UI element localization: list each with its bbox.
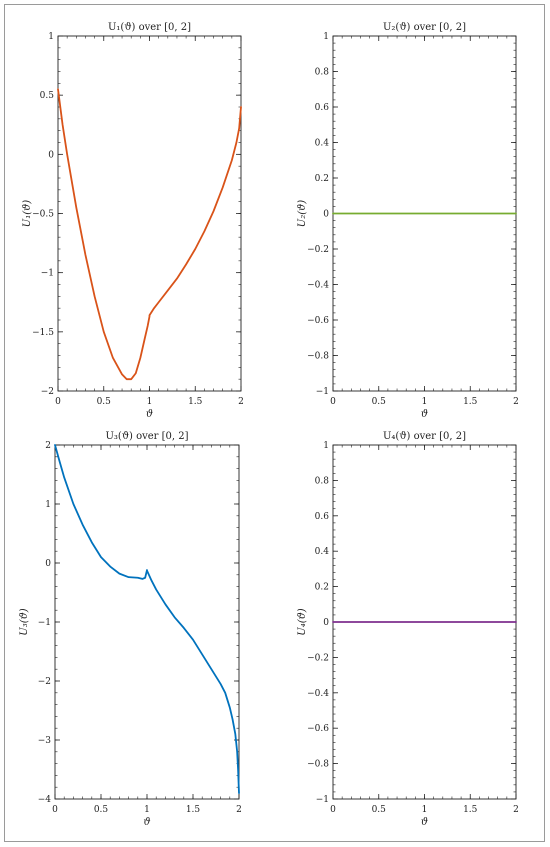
x-tick-label: 0.5 bbox=[94, 805, 109, 815]
x-axis-label: ϑ bbox=[421, 817, 428, 828]
x-tick-label: 0 bbox=[55, 397, 61, 407]
y-tick-label: −0.6 bbox=[307, 724, 329, 734]
y-tick-label: 2 bbox=[45, 441, 51, 451]
y-tick-label: −2 bbox=[41, 387, 54, 397]
x-tick-label: 0 bbox=[330, 397, 336, 407]
y-tick-label: −0.8 bbox=[307, 760, 329, 770]
y-axis-label: U₄(ϑ) bbox=[297, 608, 308, 635]
chart-panel-4: 0 0.5 1 1.5 2 −1 −0.8 −0.6 −0.4 −0.2 0 0.2 0.4 0.6 0.8… bbox=[297, 431, 519, 828]
series-line bbox=[54, 444, 240, 794]
chart-panel-3: 0 0.5 1 1.5 2 −4 −3 −2 −1 0 1 2 U₃(ϑ) over [0, 2] ϑ U₃… bbox=[19, 431, 242, 828]
x-tick-label: 1 bbox=[147, 397, 153, 407]
y-tick-label: −3 bbox=[38, 736, 52, 746]
x-tick-label: 2 bbox=[236, 805, 242, 815]
y-tick-label: −1 bbox=[316, 795, 329, 805]
x-axis-label: ϑ bbox=[143, 817, 150, 828]
x-tick-label: 2 bbox=[513, 397, 519, 407]
y-tick-label: −2 bbox=[38, 677, 51, 687]
x-tick-label: 1 bbox=[422, 805, 428, 815]
x-tick-label: 0.5 bbox=[97, 397, 112, 407]
y-tick-label: 1 bbox=[48, 32, 54, 42]
y-tick-label: 1 bbox=[323, 441, 329, 451]
chart-title: U₃(ϑ) over [0, 2] bbox=[106, 431, 189, 442]
plot-frame bbox=[57, 35, 242, 392]
y-tick-label: −1 bbox=[316, 387, 329, 397]
x-tick-label: 2 bbox=[238, 397, 244, 407]
y-tick-label: 0 bbox=[45, 559, 51, 569]
plot-frame bbox=[54, 444, 240, 800]
y-axis-label: U₁(ϑ) bbox=[22, 200, 33, 227]
y-tick-label: 0.2 bbox=[315, 174, 329, 184]
y-tick-label: −0.2 bbox=[307, 653, 329, 663]
y-tick-label: 0.8 bbox=[315, 68, 330, 78]
y-tick-label: −0.2 bbox=[307, 245, 329, 255]
x-tick-label: 0 bbox=[330, 805, 336, 815]
y-tick-label: 0 bbox=[323, 210, 329, 220]
y-tick-label: 0.4 bbox=[315, 139, 330, 149]
y-tick-label: 0.6 bbox=[315, 512, 330, 522]
y-tick-label: −0.4 bbox=[307, 689, 329, 699]
y-tick-label: −1.5 bbox=[32, 328, 54, 338]
y-tick-label: 0.8 bbox=[315, 476, 330, 486]
y-tick-label: −1 bbox=[38, 618, 51, 628]
x-tick-label: 1 bbox=[144, 805, 150, 815]
x-tick-label: 1.5 bbox=[463, 805, 478, 815]
y-tick-label: 0.2 bbox=[315, 583, 329, 593]
chart-panel-2: 0 0.5 1 1.5 2 −1 −0.8 −0.6 −0.4 −0.2 0 0.2 0.4 0.6 0.8… bbox=[297, 22, 519, 420]
y-tick-label: −0.4 bbox=[307, 281, 329, 291]
y-tick-label: −0.6 bbox=[307, 316, 329, 326]
y-tick-label: −4 bbox=[38, 795, 52, 805]
y-tick-label: −0.8 bbox=[307, 352, 329, 362]
y-tick-label: −0.5 bbox=[32, 210, 54, 220]
y-tick-label: 0 bbox=[323, 618, 329, 628]
chart-title: U₁(ϑ) over [0, 2] bbox=[108, 22, 191, 33]
y-axis-label: U₃(ϑ) bbox=[19, 608, 30, 635]
y-tick-label: 1 bbox=[45, 500, 51, 510]
x-tick-label: 0 bbox=[52, 805, 58, 815]
x-tick-label: 0.5 bbox=[372, 805, 387, 815]
chart-title: U₄(ϑ) over [0, 2] bbox=[383, 431, 466, 442]
chart-title: U₂(ϑ) over [0, 2] bbox=[383, 22, 466, 33]
x-tick-label: 1 bbox=[422, 397, 428, 407]
x-tick-label: 1.5 bbox=[186, 805, 201, 815]
figure-frame bbox=[4, 4, 545, 842]
x-axis-label: ϑ bbox=[421, 409, 428, 420]
y-tick-label: 0.4 bbox=[315, 547, 330, 557]
series-line bbox=[57, 88, 242, 381]
x-tick-label: 1.5 bbox=[463, 397, 478, 407]
y-tick-label: 1 bbox=[323, 32, 329, 42]
x-tick-label: 0.5 bbox=[372, 397, 387, 407]
x-tick-label: 1.5 bbox=[188, 397, 203, 407]
y-tick-label: −1 bbox=[41, 269, 54, 279]
y-tick-label: 0.5 bbox=[40, 91, 55, 101]
y-axis-label: U₂(ϑ) bbox=[297, 200, 308, 227]
y-tick-label: 0 bbox=[48, 150, 54, 160]
x-tick-label: 2 bbox=[513, 805, 519, 815]
chart-panel-1: 0 0.5 1 1.5 2 −2 −1.5 −1 −0.5 0 0.5 1 U₁(ϑ) over [0,… bbox=[22, 22, 244, 420]
x-axis-label: ϑ bbox=[146, 409, 153, 420]
y-tick-label: 0.6 bbox=[315, 103, 330, 113]
